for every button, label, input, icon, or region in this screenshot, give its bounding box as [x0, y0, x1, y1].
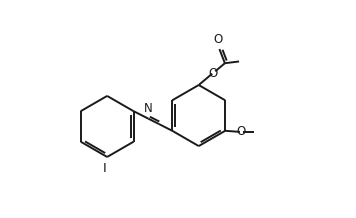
Text: O: O	[214, 33, 223, 46]
Text: O: O	[236, 125, 246, 138]
Text: I: I	[103, 162, 106, 175]
Text: N: N	[144, 102, 153, 115]
Text: O: O	[209, 67, 218, 80]
